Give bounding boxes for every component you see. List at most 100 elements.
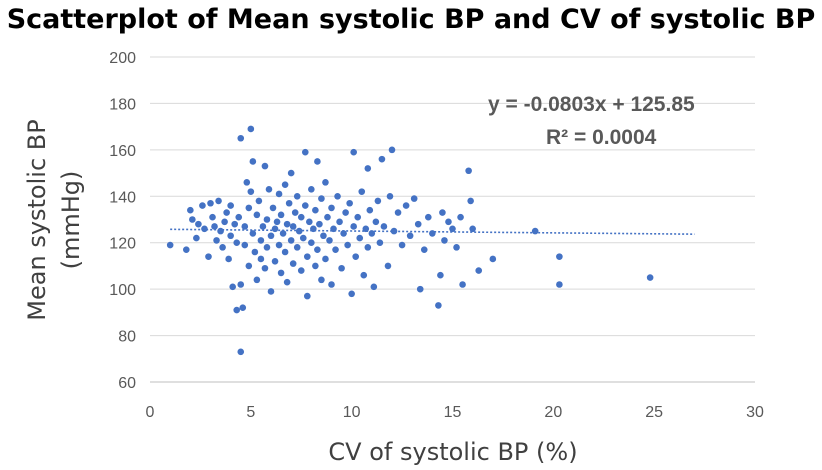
data-point — [257, 237, 265, 244]
data-point — [318, 195, 325, 202]
data-point — [219, 244, 226, 251]
data-point — [380, 223, 388, 230]
data-point — [261, 162, 269, 170]
data-point — [227, 232, 234, 240]
data-point — [350, 223, 357, 230]
data-point — [350, 148, 357, 156]
data-point — [271, 257, 279, 265]
data-point — [322, 255, 329, 263]
data-points — [166, 125, 654, 356]
data-point — [336, 218, 343, 226]
trendline-line — [170, 228, 695, 235]
data-point — [328, 204, 335, 212]
data-point — [195, 220, 202, 228]
data-point — [233, 306, 241, 314]
data-point — [215, 197, 222, 205]
data-point — [211, 223, 218, 230]
data-point — [277, 211, 285, 219]
data-point — [231, 220, 238, 228]
data-point — [322, 179, 329, 186]
data-point — [301, 202, 309, 209]
data-point — [271, 225, 279, 233]
y-axis-title-line2: (mmHg) — [57, 171, 85, 270]
data-point — [213, 237, 220, 244]
data-point — [291, 209, 299, 216]
data-point — [414, 220, 422, 228]
y-tick-label: 80 — [118, 329, 136, 346]
data-point — [247, 125, 255, 133]
data-point — [237, 134, 245, 142]
data-point — [453, 244, 460, 251]
data-point — [255, 197, 263, 205]
data-point — [259, 223, 267, 230]
data-point — [378, 155, 386, 163]
data-point — [225, 255, 232, 263]
data-point — [459, 281, 466, 288]
data-point — [330, 225, 337, 233]
data-point — [441, 237, 448, 244]
data-point — [314, 158, 321, 165]
data-point — [304, 253, 311, 260]
data-point — [467, 197, 474, 205]
data-point — [193, 234, 200, 242]
data-point — [301, 148, 309, 156]
data-point — [402, 202, 410, 209]
data-point — [489, 255, 497, 263]
data-point — [273, 218, 281, 226]
data-point — [370, 283, 378, 291]
data-point — [249, 158, 257, 165]
y-tick-label: 180 — [109, 96, 136, 113]
data-point — [217, 227, 224, 235]
data-point — [241, 223, 249, 230]
gridlines — [150, 56, 755, 337]
data-point — [263, 216, 271, 223]
data-point — [245, 204, 253, 212]
data-point — [406, 232, 414, 240]
data-point — [241, 241, 249, 249]
data-point — [251, 248, 259, 256]
data-point — [261, 264, 269, 272]
data-point — [356, 234, 364, 242]
data-point — [209, 213, 216, 221]
data-point — [249, 230, 257, 237]
data-point — [287, 169, 295, 177]
data-point — [289, 260, 297, 267]
data-point — [338, 264, 345, 272]
data-point — [166, 241, 174, 249]
data-point — [233, 239, 241, 247]
data-point — [316, 220, 323, 228]
x-tick-label: 30 — [746, 404, 764, 421]
data-point — [314, 246, 321, 253]
data-point — [297, 213, 305, 221]
data-point — [398, 241, 406, 249]
data-point — [531, 227, 539, 235]
y-tick-label: 120 — [109, 236, 136, 253]
data-point — [445, 218, 452, 226]
chart-title: Scatterplot of Mean systolic BP and CV o… — [6, 4, 816, 35]
data-point — [269, 204, 277, 212]
data-point — [201, 225, 208, 233]
x-tick-label: 5 — [246, 404, 255, 421]
data-point — [310, 225, 317, 233]
data-point — [457, 213, 464, 221]
y-tick-label: 100 — [109, 282, 136, 299]
x-tick-label: 10 — [343, 404, 361, 421]
data-point — [449, 225, 456, 233]
data-point — [439, 209, 446, 216]
trendline-equation: y = -0.0803x + 125.85 — [488, 93, 695, 116]
data-point — [344, 241, 351, 249]
y-axis-title-line1: Mean systolic BP — [23, 119, 51, 320]
data-point — [223, 209, 230, 216]
data-point — [235, 213, 243, 221]
data-point — [334, 192, 341, 200]
r-squared-label: R² = 0.0004 — [546, 126, 657, 149]
data-point — [265, 186, 273, 193]
data-point — [299, 234, 307, 242]
x-tick-label: 15 — [444, 404, 462, 421]
data-point — [352, 253, 360, 260]
data-point — [295, 227, 303, 235]
data-point — [279, 230, 287, 237]
data-point — [229, 283, 236, 291]
data-point — [267, 288, 275, 295]
data-point — [342, 209, 349, 216]
